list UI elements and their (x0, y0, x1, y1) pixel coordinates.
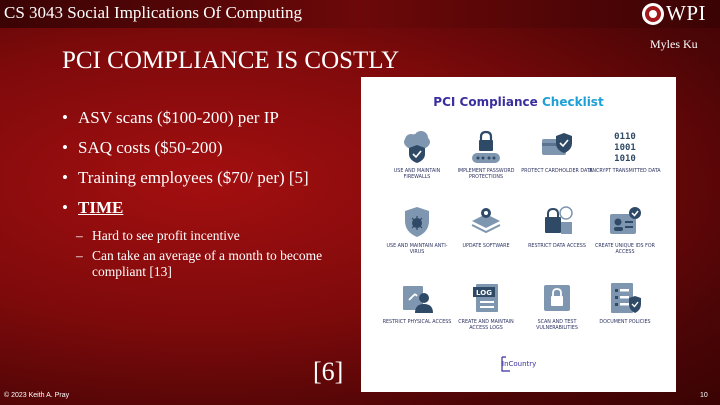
antivirus-shield-icon (405, 207, 429, 237)
binary-data-icon: 0110 1001 1010 (614, 132, 636, 164)
bullet-text: SAQ costs ($50-200) (78, 138, 223, 157)
cloud-shield-icon (404, 131, 430, 163)
title-bar (0, 0, 720, 28)
sub-bullet-text: Hard to see profit incentive (92, 228, 240, 243)
citation: [6] (313, 357, 344, 386)
checklist-item: Scan and test vulnerabilities (521, 280, 593, 332)
checklist-item: Create unique IDs for access (589, 204, 661, 256)
log-label: LOG (476, 289, 492, 297)
credit-card-shield-icon (542, 133, 572, 155)
checklist-caption: Implement password protections (457, 169, 515, 180)
binary-row: 0110 (614, 132, 636, 142)
bullet-dot-icon: • (62, 108, 68, 127)
sub-bullet-item: – Hard to see profit incentive (62, 228, 352, 244)
binary-row: 1010 (614, 154, 636, 164)
software-update-icon (471, 208, 501, 234)
incountry-brand: InCountry (502, 360, 537, 368)
wpi-seal-icon (642, 3, 664, 25)
bullet-item: • SAQ costs ($50-200) (62, 138, 352, 158)
footer-copyright: © 2023 Keith A. Pray (4, 392, 70, 399)
checklist-item: Document policies (589, 280, 661, 326)
scan-lock-icon (544, 285, 570, 311)
incountry-logo-icon (501, 356, 510, 372)
bullet-text: ASV scans ($100-200) per IP (78, 108, 279, 127)
bullet-list: • ASV scans ($100-200) per IP • SAQ costs … (62, 108, 352, 284)
checklist-item: Use and maintain firewalls (381, 129, 453, 181)
checklist-caption: Document policies (599, 320, 651, 325)
course-title: CS 3043 Social Implications Of Computing (4, 3, 302, 22)
checklist-item: 0110 1001 1010 Encrypt transmitted data (589, 129, 661, 175)
bullet-item-time: • TIME (62, 198, 352, 218)
checklist-title-accent: Checklist (542, 95, 604, 109)
checklist-item: Use and maintain anti-virus (381, 204, 453, 256)
password-lock-icon (472, 130, 500, 163)
checklist-caption: Use and maintain anti-virus (386, 244, 448, 255)
checklist-caption: Use and maintain firewalls (393, 169, 441, 180)
checklist-caption: Protect cardholder data (521, 169, 593, 174)
bullet-item: • ASV scans ($100-200) per IP (62, 108, 352, 128)
checklist-caption: Update software (462, 244, 510, 249)
checklist-caption: Create and maintain access logs (458, 320, 514, 331)
bullet-dot-icon: • (62, 198, 68, 217)
checklist-item: Restrict data access (521, 204, 593, 250)
author-name: Myles Ku (650, 37, 698, 51)
slide-title: PCI COMPLIANCE IS COSTLY (62, 47, 400, 74)
checklist-title-main: PCI Compliance (433, 95, 538, 109)
dash-icon: – (76, 248, 83, 263)
checklist-caption: Restrict data access (528, 244, 586, 249)
checklist-item: Protect cardholder data (521, 129, 593, 175)
checklist-item: Update software (450, 204, 522, 250)
checklist-image: PCI Compliance Checklist Use and maintai… (361, 77, 676, 392)
data-access-lock-icon (545, 206, 573, 234)
sub-bullet-item: – Can take an average of a month to becom… (62, 248, 352, 280)
dash-icon: – (76, 228, 83, 243)
bullet-text: Training employees ($70/ per) [5] (78, 168, 309, 187)
policy-document-icon (611, 283, 641, 313)
access-log-icon: LOG (473, 284, 498, 312)
checklist-caption: Restrict physical access (382, 320, 452, 325)
wpi-logo-text: WPI (666, 1, 706, 25)
checklist-item: Restrict physical access (381, 280, 453, 326)
checklist-item: LOG Create and maintain access logs (450, 280, 522, 332)
checklist-title: PCI Compliance Checklist (361, 95, 676, 109)
checklist-caption: Encrypt transmitted data (589, 169, 661, 174)
bullet-item: • Training employees ($70/ per) [5] (62, 168, 352, 188)
bullet-dot-icon: • (62, 168, 68, 187)
id-card-check-icon (610, 207, 641, 234)
sub-bullet-text: Can take an average of a month to become… (92, 248, 323, 279)
checklist-item: Implement password protections (450, 129, 522, 181)
bullet-dot-icon: • (62, 138, 68, 157)
physical-access-icon (403, 286, 433, 313)
binary-row: 1001 (614, 143, 636, 153)
checklist-caption: Scan and test vulnerabilities (536, 320, 578, 331)
checklist-caption: Create unique IDs for access (594, 244, 655, 255)
page-number: 10 (700, 392, 708, 399)
bullet-text: TIME (78, 198, 124, 217)
